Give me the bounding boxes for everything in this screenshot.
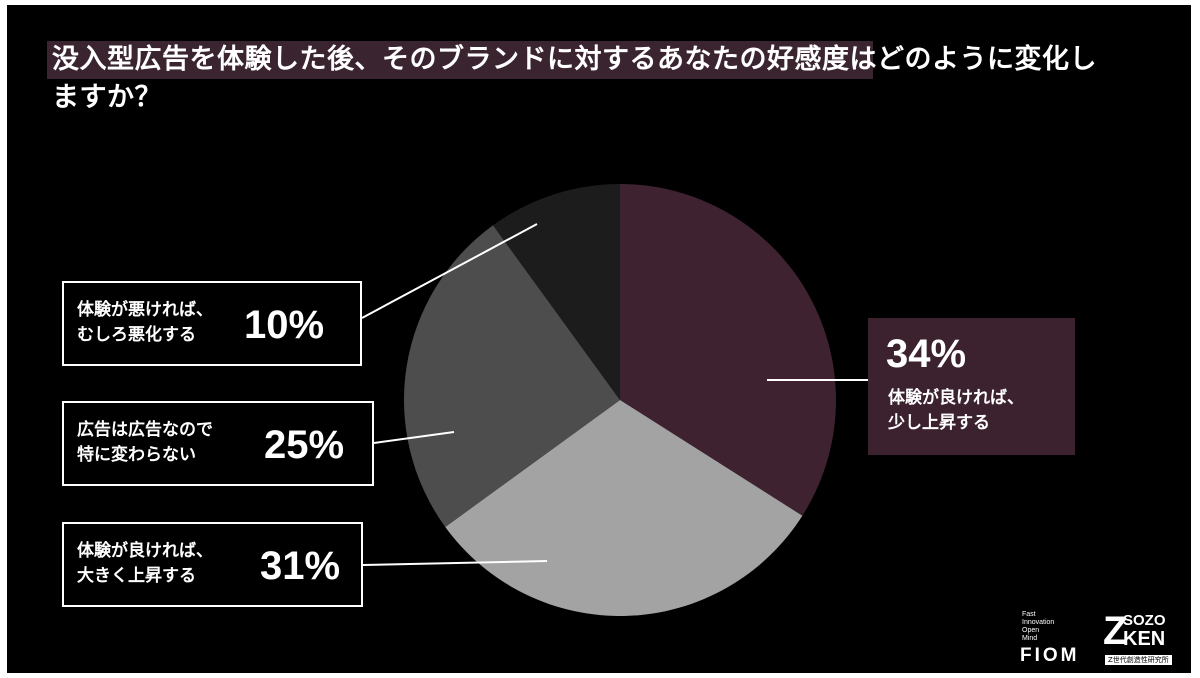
leader-line-improve-greatly (362, 560, 548, 566)
chart-title: 没入型広告を体験した後、そのブランドに対するあなたの好感度はどのように変化します… (52, 44, 1097, 113)
callout-improve-slightly-label: 体験が良ければ、 少し上昇する (888, 388, 1024, 433)
callout-improve-greatly-percent: 31% (260, 544, 341, 588)
callout-worsen-label: 体験が悪ければ、 むしろ悪化する (77, 300, 213, 345)
leader-line-no-change (373, 431, 455, 444)
callout-improve-slightly: 34% 体験が良ければ、 少し上昇する (868, 318, 1075, 455)
title-highlight (47, 41, 873, 79)
callout-improve-greatly-label: 体験が良ければ、 大きく上昇する (77, 541, 213, 586)
callout-no-change: 広告は広告なので 特に変わらない 25% (62, 401, 374, 486)
leader-line-worsen (361, 223, 538, 319)
pie-chart (361, 184, 868, 616)
fiom-logo-text: FIOM (1020, 645, 1080, 666)
sozo-ken-logo-line1: SOZO (1123, 612, 1166, 629)
pie-slice-worsen (493, 184, 620, 400)
pie-slice-no-change (403, 225, 620, 527)
sozo-ken-logo-subtitle: Z世代創造性研究所 (1105, 655, 1172, 665)
sozo-ken-logo-mark: Z (1103, 609, 1128, 653)
callout-improve-greatly: 体験が良ければ、 大きく上昇する 31% (62, 522, 363, 607)
callout-worsen: 体験が悪ければ、 むしろ悪化する 10% (62, 281, 362, 366)
callout-worsen-percent: 10% (244, 303, 325, 347)
callout-no-change-percent: 25% (264, 423, 345, 467)
slide-canvas: 没入型広告を体験した後、そのブランドに対するあなたの好感度はどのように変化します… (7, 5, 1191, 673)
sozo-ken-logo: Z SOZO KEN Z世代創造性研究所 (1103, 609, 1183, 671)
fiom-logo: Fast Innovation Open Mind FIOM (1020, 611, 1100, 671)
callout-improve-slightly-percent: 34% (886, 332, 967, 376)
sozo-ken-logo-line2: KEN (1123, 628, 1166, 650)
pie-slice-improve-slightly (620, 184, 836, 516)
fiom-logo-words: Fast Innovation Open Mind (1022, 611, 1055, 642)
callout-no-change-label: 広告は広告なので 特に変わらない (77, 420, 213, 465)
